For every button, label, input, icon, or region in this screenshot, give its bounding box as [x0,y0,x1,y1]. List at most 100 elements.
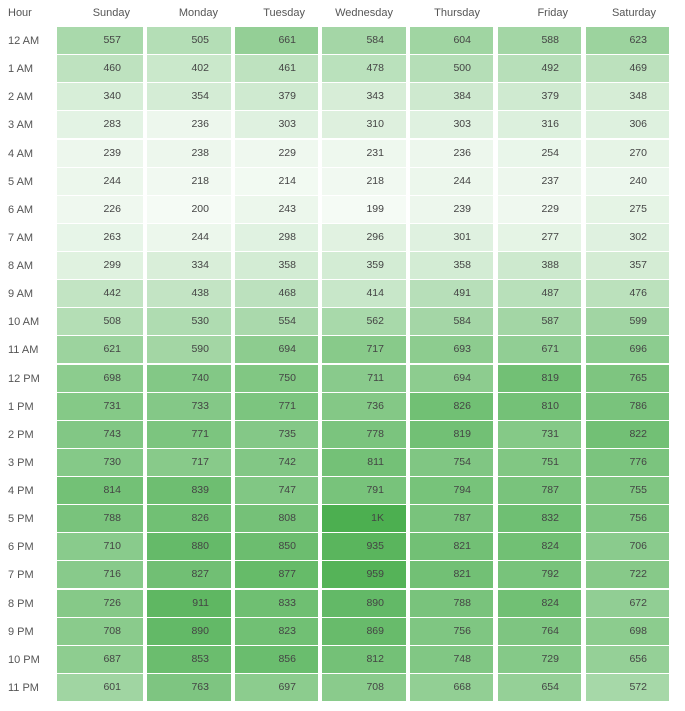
heatmap-cell: 310 [322,111,406,139]
heatmap-cell: 240 [586,167,669,195]
heatmap-cell: 672 [586,589,669,617]
heatmap-cell: 244 [410,167,493,195]
heatmap-cell: 788 [410,589,493,617]
column-header-tuesday: Tuesday [263,7,305,19]
heatmap-cell: 747 [235,477,318,504]
heatmap-cell: 751 [498,448,581,476]
heatmap-cell: 460 [57,55,143,83]
row-label-5-pm: 5 PM [8,513,34,526]
heatmap-cell: 778 [322,420,406,448]
heatmap-cell: 476 [586,280,669,308]
heatmap-cell: 787 [498,477,581,504]
heatmap-cell: 301 [410,223,493,251]
row-label-9-pm: 9 PM [8,625,34,638]
heatmap-cell: 750 [235,364,318,392]
heatmap-cell: 756 [410,617,493,645]
heatmap-cell: 711 [322,364,406,392]
heatmap-cell: 199 [322,195,406,223]
heatmap-cell: 275 [586,195,669,223]
heatmap-cell: 218 [147,167,231,195]
heatmap-cell: 491 [410,280,493,308]
heatmap-cell: 478 [322,55,406,83]
heatmap-cell: 244 [147,223,231,251]
heatmap-cell: 303 [235,111,318,139]
row-label-8-am: 8 AM [8,260,34,272]
heatmap-cell: 438 [147,280,231,308]
heatmap-cell: 236 [410,139,493,167]
heatmap-cell: 584 [322,27,406,54]
heatmap-cell: 786 [586,392,669,420]
heatmap-cell: 697 [235,673,318,701]
heatmap-cell: 791 [322,477,406,504]
heatmap-cell: 588 [498,27,581,54]
heatmap-cell: 263 [57,223,143,251]
heatmap-cell: 736 [322,392,406,420]
heatmap-cell: 237 [498,167,581,195]
heatmap-cell: 959 [322,561,406,589]
heatmap-cell: 811 [322,448,406,476]
row-label-7-am: 7 AM [8,231,34,244]
heatmap-cell: 717 [322,336,406,364]
heatmap-cell: 729 [498,645,581,673]
heatmap-cell: 239 [57,139,143,167]
heatmap-cell: 824 [498,589,581,617]
heatmap-cell: 243 [235,195,318,223]
heatmap-cell: 819 [410,420,493,448]
heatmap-cell: 668 [410,673,493,701]
row-label-8-pm: 8 PM [8,597,34,610]
heatmap-cell: 722 [586,561,669,589]
heatmap-cell: 708 [322,673,406,701]
heatmap-cell: 935 [322,533,406,561]
heatmap-cell: 572 [586,673,669,701]
heatmap-cell: 229 [235,139,318,167]
row-label-2-pm: 2 PM [8,428,34,441]
heatmap-cell: 226 [57,195,143,223]
row-label-1-am: 1 AM [8,63,34,76]
heatmap-cell: 231 [322,139,406,167]
heatmap-cell: 384 [410,83,493,111]
column-header-friday: Friday [537,7,568,19]
heatmap-cell: 821 [410,533,493,561]
row-label-9-am: 9 AM [8,288,34,301]
heatmap-cell: 554 [235,308,318,336]
heatmap-cell: 557 [57,27,143,54]
heatmap-cell: 671 [498,336,581,364]
row-label-7-pm: 7 PM [8,569,34,582]
heatmap-cell: 735 [235,420,318,448]
heatmap-cell: 731 [57,392,143,420]
heatmap-cell: 826 [147,505,231,533]
heatmap-cell: 826 [410,392,493,420]
heatmap-cell: 229 [498,195,581,223]
heatmap-cell: 743 [57,420,143,448]
heatmap-cell: 270 [586,139,669,167]
heatmap-cell: 890 [147,617,231,645]
heatmap-cell: 562 [322,308,406,336]
heatmap-cell: 850 [235,533,318,561]
heatmap-cell: 812 [322,645,406,673]
heatmap-cell: 726 [57,589,143,617]
heatmap-cell: 1K [322,505,406,533]
row-label-5-am: 5 AM [8,175,34,188]
heatmap-cell: 694 [410,364,493,392]
heatmap-cell: 880 [147,533,231,561]
row-label-12-am: 12 AM [8,35,40,47]
heatmap-cell: 698 [57,364,143,392]
row-label-10-am: 10 AM [8,316,40,329]
heatmap-cell: 810 [498,392,581,420]
heatmap-cell: 599 [586,308,669,336]
heatmap-cell: 500 [410,55,493,83]
heatmap-cell: 823 [235,617,318,645]
heatmap-cell: 303 [410,111,493,139]
heatmap-cell: 877 [235,561,318,589]
heatmap-cell: 763 [147,673,231,701]
heatmap-cell: 414 [322,280,406,308]
heatmap-cell: 869 [322,617,406,645]
heatmap-cell: 358 [410,252,493,279]
heatmap-cell: 771 [147,420,231,448]
heatmap-cell: 733 [147,392,231,420]
heatmap-cell: 787 [410,505,493,533]
heatmap-cell: 334 [147,252,231,279]
heatmap-cell: 827 [147,561,231,589]
heatmap-cell: 357 [586,252,669,279]
